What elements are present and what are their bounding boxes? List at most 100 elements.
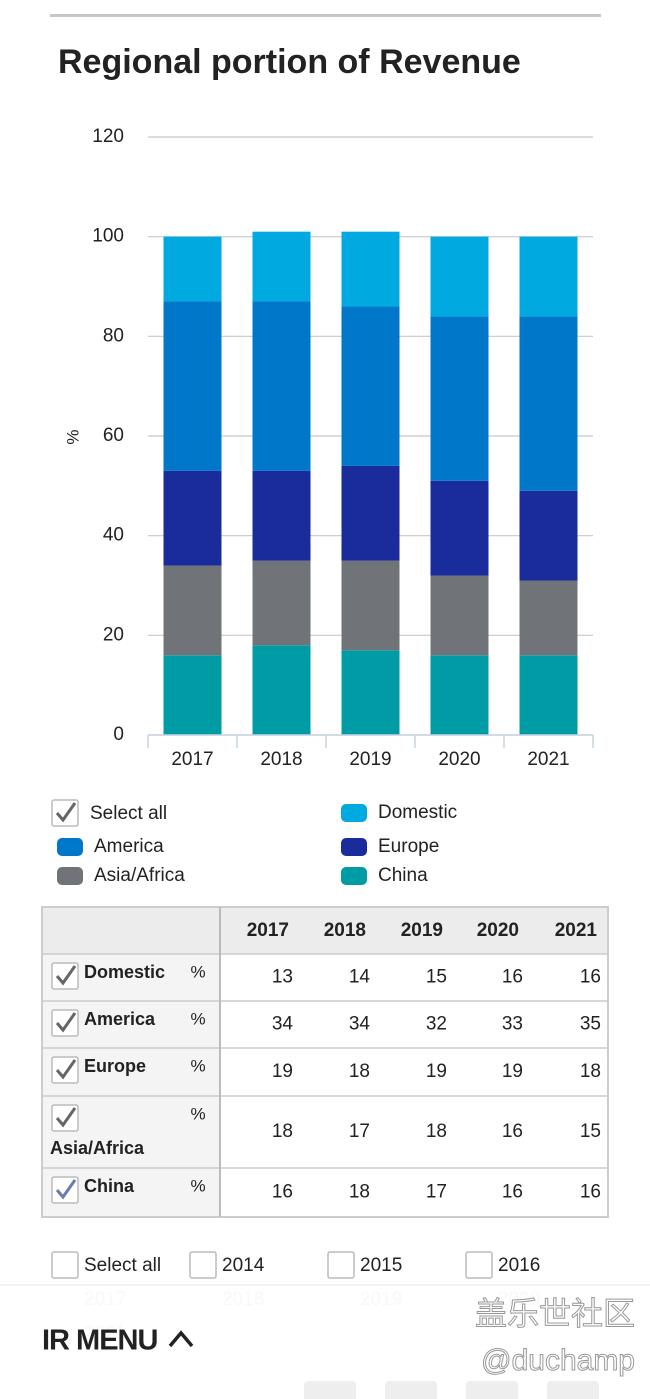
table-cell: 18 <box>426 1121 447 1142</box>
toolbar-button[interactable] <box>304 1381 356 1399</box>
bar-segment <box>163 565 222 656</box>
table-row-label: Europe <box>84 1056 146 1076</box>
checkmark <box>55 1107 77 1128</box>
legend-label[interactable]: America <box>94 836 164 857</box>
checkmark <box>55 965 77 986</box>
menu-bar <box>0 1285 650 1399</box>
bar-segment <box>341 306 400 466</box>
checkmark <box>55 1179 77 1200</box>
checkbox[interactable] <box>189 1251 217 1279</box>
table-cell: 16 <box>502 1121 523 1142</box>
bar-segment <box>519 236 578 317</box>
table-cell: 16 <box>580 967 601 988</box>
table-column-header: 2021 <box>555 920 598 941</box>
table-cell: 18 <box>580 1061 601 1082</box>
plot: 0 20 40 60 80 100 120 2017 2018 2019 2020 2021 <box>92 126 594 770</box>
legend-swatch[interactable] <box>57 867 83 885</box>
bar-segment <box>252 560 311 646</box>
bar-segment <box>430 480 489 576</box>
y-tick-label: 120 <box>92 126 124 147</box>
table-cell: 19 <box>426 1061 447 1082</box>
bar-segment <box>430 316 489 481</box>
x-tick-label: 2018 <box>260 749 302 770</box>
checkbox[interactable] <box>51 1251 79 1279</box>
legend-swatch[interactable] <box>57 838 83 856</box>
table-column-header: 2019 <box>401 920 443 941</box>
menu-label[interactable]: IR MENU <box>42 1325 159 1357</box>
bar-segment <box>341 465 400 561</box>
table-column-header: 2018 <box>324 920 366 941</box>
table-border <box>41 906 609 1218</box>
table-unit: % <box>190 1104 205 1123</box>
legend-label[interactable]: Domestic <box>378 802 457 823</box>
table-cell: 33 <box>502 1014 523 1035</box>
checkbox[interactable] <box>327 1251 355 1279</box>
legend-swatch[interactable] <box>341 838 367 856</box>
table-column-header: 2017 <box>247 920 289 941</box>
toolbar-button[interactable] <box>466 1381 518 1399</box>
table-cell: 19 <box>502 1061 523 1082</box>
checkbox[interactable] <box>465 1251 493 1279</box>
y-tick-label: 60 <box>103 425 124 446</box>
toolbar-button[interactable] <box>547 1381 599 1399</box>
chart-title: Regional portion of Revenue <box>58 43 521 81</box>
table-column-header: 2020 <box>477 920 519 941</box>
menu-caret[interactable] <box>168 1330 194 1348</box>
table-cell: 32 <box>426 1014 447 1035</box>
toolbar-button[interactable] <box>385 1381 437 1399</box>
table-cell: 13 <box>272 967 293 988</box>
bar-segment <box>163 470 222 566</box>
bar-segment <box>341 560 400 651</box>
x-tick-label: 2021 <box>527 749 569 770</box>
table-cell: 18 <box>349 1061 370 1082</box>
legend-label[interactable]: China <box>378 865 428 886</box>
year-select-all[interactable]: Select all <box>84 1255 161 1276</box>
checkmark <box>55 1012 77 1033</box>
y-tick-label: 80 <box>103 325 124 346</box>
table-cell: 16 <box>502 967 523 988</box>
year-option[interactable]: 2015 <box>360 1255 402 1276</box>
checkmark <box>55 802 77 823</box>
y-tick-label: 20 <box>103 624 124 645</box>
bar-segment <box>163 655 222 735</box>
bar-segment <box>430 575 489 656</box>
year-option[interactable]: 2016 <box>498 1255 540 1276</box>
data-table: 2017 2018 2019 2020 2021 Domestic% 13 14 15 16 16 A… <box>41 906 609 1218</box>
bar-segment <box>519 316 578 491</box>
y-axis-label: % <box>63 429 82 444</box>
bar-segment <box>163 236 222 302</box>
bar-segment <box>252 231 311 302</box>
table-header-bg <box>42 907 608 954</box>
table-cell: 18 <box>349 1182 370 1203</box>
table-cell: 17 <box>349 1121 370 1142</box>
table-row-label: Asia/Africa <box>50 1138 145 1158</box>
bar-segment <box>252 470 311 561</box>
table-cell: 14 <box>349 967 371 988</box>
watermark-user: @duchamp <box>481 1344 635 1377</box>
bar-segment <box>430 236 489 317</box>
checkmark <box>55 1059 77 1080</box>
table-unit: % <box>190 1009 205 1028</box>
table-cell: 15 <box>580 1121 601 1142</box>
bar-segment <box>519 580 578 656</box>
legend-swatch[interactable] <box>341 867 367 885</box>
table-cell: 35 <box>580 1014 601 1035</box>
legend-select-all[interactable]: Select all <box>90 803 167 824</box>
table-cell: 34 <box>272 1014 294 1035</box>
table-unit: % <box>190 1176 205 1195</box>
bar-segment <box>252 645 311 735</box>
table-row-label: China <box>84 1176 135 1196</box>
legend-swatch[interactable] <box>341 804 367 822</box>
legend-label[interactable]: Asia/Africa <box>94 865 185 886</box>
top-rule <box>50 14 601 17</box>
x-tick-label: 2020 <box>438 749 480 770</box>
year-option[interactable]: 2014 <box>222 1255 265 1276</box>
legend-label[interactable]: Europe <box>378 836 439 857</box>
bar-segment <box>341 650 400 735</box>
bar-segment <box>341 231 400 307</box>
bar-segment <box>519 490 578 581</box>
table-cell: 34 <box>349 1014 371 1035</box>
y-tick-label: 0 <box>113 724 124 745</box>
table-row-label: America <box>84 1009 156 1029</box>
